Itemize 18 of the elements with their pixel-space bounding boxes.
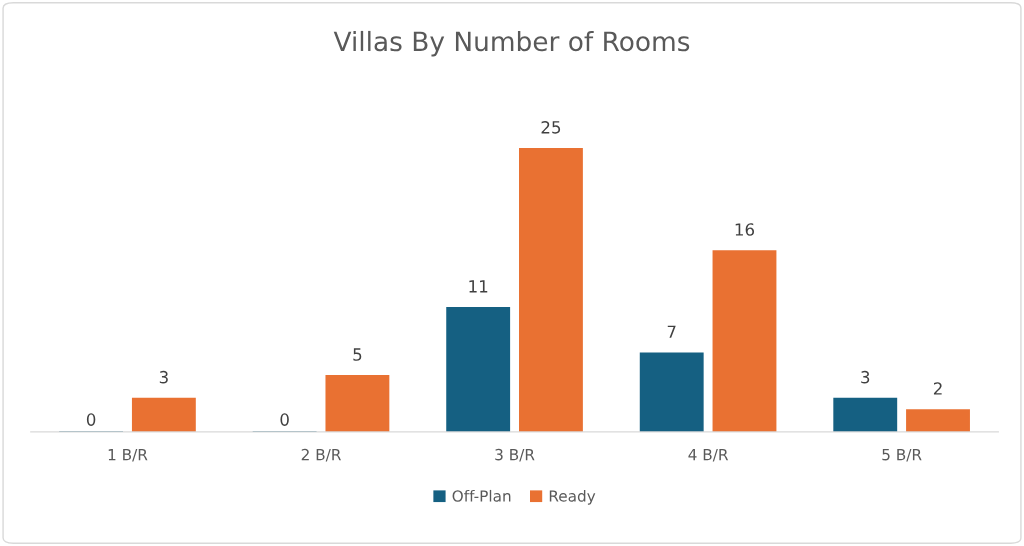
data-label: 5: [353, 348, 362, 361]
data-label: 3: [861, 370, 870, 384]
data-label: 2: [933, 382, 942, 395]
data-label: 7: [667, 325, 676, 338]
x-tick-label: 4 B/R: [688, 449, 729, 462]
legend-label: Off-Plan: [452, 489, 511, 502]
data-label: 25: [541, 121, 561, 134]
x-tick-label: 2 B/R: [301, 448, 341, 462]
data-label: 16: [735, 223, 755, 236]
data-label: 0: [280, 413, 289, 426]
data-label: 0: [86, 413, 96, 426]
chart-title: Villas By Number of Rooms: [333, 30, 690, 57]
x-tick-label: 1 B/R: [108, 449, 148, 462]
x-tick-label: 3 B/R: [495, 448, 535, 462]
legend-label: Ready: [549, 489, 596, 505]
x-tick-label: 5 B/R: [882, 449, 922, 462]
data-label: 11: [469, 280, 488, 293]
data-label: 3: [159, 370, 168, 384]
